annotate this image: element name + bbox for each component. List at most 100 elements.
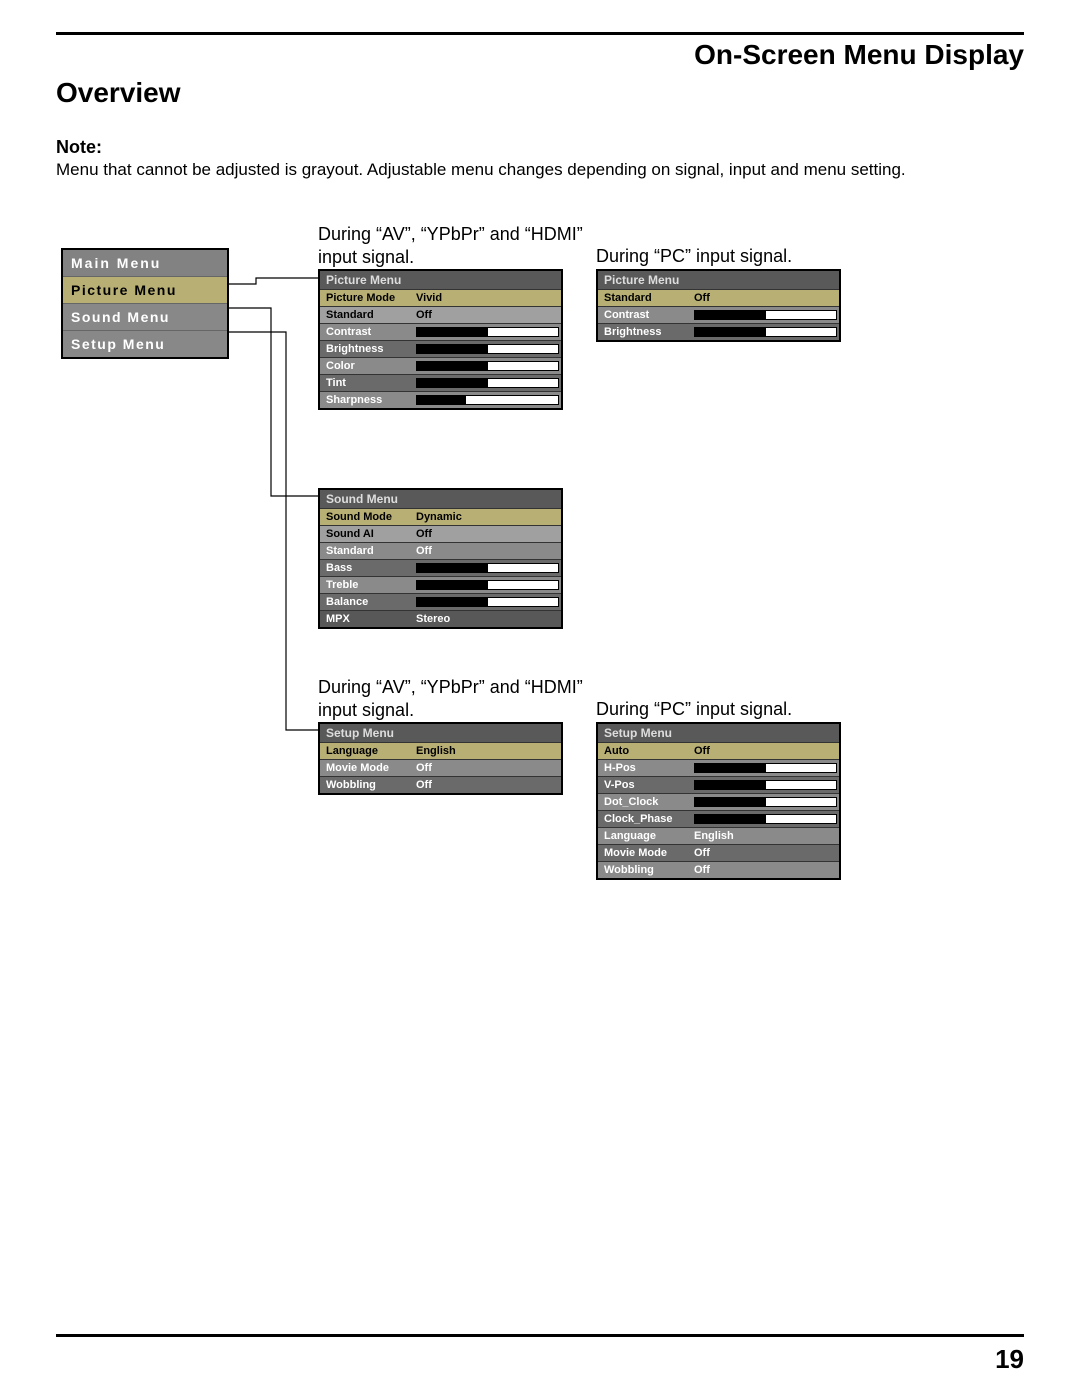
slider-track[interactable]: 32 (416, 361, 559, 371)
osd-row[interactable]: Sound AIOff (320, 525, 561, 542)
slider-track[interactable]: 00 (694, 780, 837, 790)
osd-row[interactable]: Tint 00 (320, 374, 561, 391)
osd-value-text: Off (694, 847, 710, 859)
slider-track[interactable]: 00 (416, 580, 559, 590)
slider-track[interactable]: 32 (694, 814, 837, 824)
osd-row[interactable]: Movie ModeOff (320, 759, 561, 776)
osd-row[interactable]: Balance00 (320, 593, 561, 610)
osd-row[interactable]: Picture ModeVivid (320, 289, 561, 306)
osd-row[interactable]: Clock_Phase 32 (598, 810, 839, 827)
osd-row[interactable]: Dot_Clock00 (598, 793, 839, 810)
osd-picture-menu-av: Picture MenuPicture ModeVividStandardOff… (318, 269, 563, 410)
osd-row[interactable]: Treble 00 (320, 576, 561, 593)
osd-row[interactable]: LanguageEnglish (320, 742, 561, 759)
page-title: On-Screen Menu Display (56, 39, 1024, 71)
osd-value-text: Off (694, 745, 710, 757)
slider-track[interactable]: 12 (416, 395, 559, 405)
osd-row-label: Auto (598, 745, 690, 757)
osd-row[interactable]: StandardOff (320, 306, 561, 323)
osd-row-value: 00 (690, 797, 839, 807)
osd-row[interactable]: WobblingOff (320, 776, 561, 793)
osd-value-text: Off (694, 292, 710, 304)
osd-row[interactable]: H-Pos00 (598, 759, 839, 776)
osd-row-value: 32 (412, 344, 561, 354)
osd-row-value: Off (412, 762, 561, 774)
top-rule (56, 32, 1024, 35)
slider-fill (417, 564, 488, 572)
main-menu-item[interactable]: Sound Menu (63, 303, 227, 330)
osd-row-label: Movie Mode (598, 847, 690, 859)
slider-track[interactable]: 32 (694, 327, 837, 337)
slider-fill (417, 379, 488, 387)
osd-row-label: Wobbling (598, 864, 690, 876)
slider-value: 12 (542, 395, 554, 407)
osd-row-value: 00 (412, 563, 561, 573)
osd-row-value: Off (412, 545, 561, 557)
osd-row[interactable]: WobblingOff (598, 861, 839, 878)
osd-row-value: 32 (412, 327, 561, 337)
osd-row-label: Color (320, 360, 412, 372)
osd-row[interactable]: Brightness32 (598, 323, 839, 340)
osd-value-text: Dynamic (416, 511, 462, 523)
osd-row-label: Sharpness (320, 394, 412, 406)
osd-row[interactable]: V-Pos00 (598, 776, 839, 793)
osd-row-value: Off (690, 847, 839, 859)
slider-track[interactable]: 00 (416, 597, 559, 607)
slider-fill (695, 311, 766, 319)
slider-value: 00 (542, 563, 554, 575)
osd-row[interactable]: Brightness32 (320, 340, 561, 357)
slider-track[interactable]: 32 (694, 310, 837, 320)
osd-setup-menu-pc: Setup Menu Auto Off H-Pos00V-Pos00Dot_Clock… (596, 722, 841, 880)
osd-row-value: 00 (412, 597, 561, 607)
slider-value: 32 (542, 361, 554, 373)
slider-value: 32 (820, 310, 832, 322)
osd-setup-menu-av: Setup MenuLanguageEnglishMovie ModeOffWo… (318, 722, 563, 795)
osd-row[interactable]: Movie Mode Off (598, 844, 839, 861)
osd-row[interactable]: StandardOff (320, 542, 561, 559)
osd-row[interactable]: Auto Off (598, 742, 839, 759)
page-number: 19 (995, 1344, 1024, 1375)
osd-row[interactable]: Sharpness 12 (320, 391, 561, 408)
slider-track[interactable]: 00 (416, 378, 559, 388)
osd-row-label: Tint (320, 377, 412, 389)
osd-row-value: English (690, 830, 839, 842)
bottom-rule (56, 1334, 1024, 1337)
osd-row-label: Picture Mode (320, 292, 412, 304)
slider-fill (417, 581, 488, 589)
osd-row-value: 00 (690, 780, 839, 790)
slider-track[interactable]: 00 (694, 797, 837, 807)
osd-row[interactable]: Contrast32 (598, 306, 839, 323)
slider-value: 32 (542, 327, 554, 339)
osd-row-label: Bass (320, 562, 412, 574)
slider-track[interactable]: 00 (416, 563, 559, 573)
osd-row-value: Dynamic (412, 511, 561, 523)
osd-row[interactable]: StandardOff (598, 289, 839, 306)
osd-row-value: Off (690, 292, 839, 304)
osd-row[interactable]: MPXStereo (320, 610, 561, 627)
main-menu-item[interactable]: Picture Menu (63, 276, 227, 303)
slider-track[interactable]: 32 (416, 344, 559, 354)
slider-fill (695, 815, 766, 823)
osd-value-text: Stereo (416, 613, 450, 625)
slider-track[interactable]: 00 (694, 763, 837, 773)
osd-row-label: Standard (320, 309, 412, 321)
osd-row-label: Treble (320, 579, 412, 591)
osd-row-value: 32 (412, 361, 561, 371)
osd-row[interactable]: Color 32 (320, 357, 561, 374)
osd-row[interactable]: Bass 00 (320, 559, 561, 576)
osd-row-value: 00 (690, 763, 839, 773)
slider-track[interactable]: 32 (416, 327, 559, 337)
osd-title: Setup Menu (598, 724, 839, 742)
osd-title: Picture Menu (598, 271, 839, 289)
osd-row[interactable]: Contrast32 (320, 323, 561, 340)
osd-row-label: Sound AI (320, 528, 412, 540)
osd-row-value: 00 (412, 580, 561, 590)
osd-row[interactable]: LanguageEnglish (598, 827, 839, 844)
osd-row-value: 32 (690, 327, 839, 337)
osd-row[interactable]: Sound ModeDynamic (320, 508, 561, 525)
caption-av-bottom: During “AV”, “YPbPr” and “HDMI” input si… (318, 676, 588, 721)
main-menu-item[interactable]: Setup Menu (63, 330, 227, 357)
osd-row-label: Standard (320, 545, 412, 557)
osd-row-label: Clock_Phase (598, 813, 690, 825)
slider-value: 00 (542, 580, 554, 592)
